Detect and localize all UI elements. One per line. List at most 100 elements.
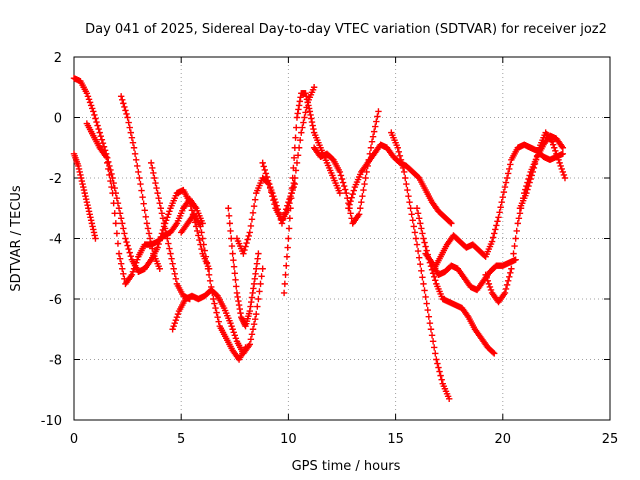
data-point <box>203 259 211 266</box>
data-point <box>200 241 207 248</box>
data-point <box>92 115 99 122</box>
data-point <box>403 180 410 188</box>
data-point <box>84 93 92 100</box>
data-point <box>258 273 265 280</box>
data-point <box>157 205 165 212</box>
data-point <box>256 288 263 295</box>
data-point <box>254 303 261 310</box>
data-point <box>413 205 421 212</box>
data-point <box>91 111 98 119</box>
data-point <box>126 124 133 131</box>
data-point <box>149 245 156 252</box>
data-point <box>250 285 257 292</box>
data-point <box>111 210 118 217</box>
data-point <box>285 225 293 232</box>
data-point <box>153 184 160 192</box>
data-point <box>124 114 131 121</box>
data-point <box>77 171 84 179</box>
data-point <box>93 118 100 126</box>
data-point <box>548 138 556 145</box>
data-point <box>169 260 176 267</box>
data-point <box>308 118 316 126</box>
data-point <box>559 150 567 157</box>
data-point <box>306 108 314 115</box>
data-point <box>268 188 275 196</box>
data-point <box>232 276 239 284</box>
data-point <box>232 335 240 342</box>
data-point <box>288 194 295 202</box>
data-point <box>294 110 301 117</box>
data-point <box>75 162 82 170</box>
x-tick-label: 15 <box>387 432 404 447</box>
series-arc-1 <box>70 74 213 275</box>
data-point <box>369 133 377 140</box>
data-point <box>234 293 241 301</box>
data-point <box>297 94 304 101</box>
data-point <box>414 247 422 255</box>
x-tick-label: 10 <box>280 432 297 447</box>
data-point <box>130 265 138 272</box>
y-tick-label: 0 <box>54 112 62 127</box>
data-point <box>115 205 123 212</box>
data-point <box>117 260 125 267</box>
data-point <box>196 236 203 244</box>
data-point <box>373 118 380 125</box>
data-point <box>253 265 260 272</box>
data-point <box>255 250 262 257</box>
data-point <box>561 174 569 182</box>
data-point <box>432 350 439 357</box>
data-point <box>531 160 539 168</box>
data-point <box>247 336 255 343</box>
data-point <box>249 289 256 297</box>
data-point <box>418 267 425 274</box>
data-point <box>299 124 306 131</box>
data-point <box>491 350 498 357</box>
data-point <box>501 289 509 297</box>
data-point <box>417 220 424 227</box>
data-point <box>121 103 128 111</box>
data-point <box>249 326 257 333</box>
data-point <box>202 253 210 260</box>
x-tick-label: 0 <box>70 432 78 447</box>
data-point <box>502 179 510 186</box>
data-point <box>112 220 120 227</box>
data-point <box>288 184 296 192</box>
data-point <box>511 242 518 250</box>
data-point <box>125 119 132 126</box>
data-point <box>174 310 182 318</box>
data-point <box>286 200 293 207</box>
data-point <box>99 140 107 147</box>
data-point <box>358 199 365 206</box>
data-point <box>152 179 159 187</box>
data-point <box>434 360 441 367</box>
data-point <box>338 175 346 183</box>
x-tick-label: 25 <box>602 432 619 447</box>
data-point <box>81 189 88 197</box>
data-point <box>227 227 234 235</box>
data-point <box>172 316 180 324</box>
data-point <box>555 156 562 164</box>
data-point <box>514 220 522 227</box>
data-point <box>487 286 495 294</box>
data-point <box>147 159 155 167</box>
data-point <box>129 139 137 146</box>
data-point <box>194 227 201 235</box>
data-point <box>164 235 171 242</box>
data-point <box>253 310 260 318</box>
data-point <box>287 205 294 212</box>
data-point <box>503 174 511 182</box>
data-point <box>415 254 423 261</box>
data-point <box>116 255 124 262</box>
data-point <box>512 256 519 263</box>
data-point <box>246 341 254 348</box>
data-point <box>122 235 129 242</box>
data-point <box>359 192 366 200</box>
data-point <box>491 230 498 237</box>
data-point <box>430 344 438 351</box>
data-point <box>397 156 405 164</box>
data-point <box>482 271 489 278</box>
data-point <box>507 269 514 276</box>
data-point <box>265 180 273 188</box>
data-point <box>495 214 502 221</box>
data-point <box>515 215 523 222</box>
